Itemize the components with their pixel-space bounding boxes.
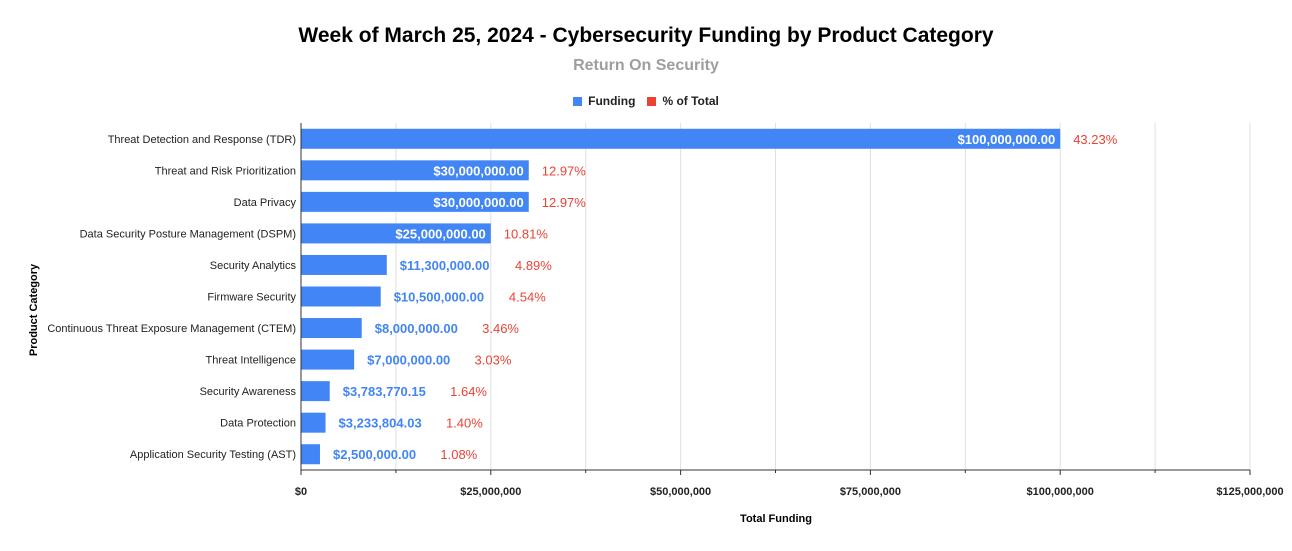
percent-label: 12.97% — [542, 195, 587, 210]
chart-title: Week of March 25, 2024 - Cybersecurity F… — [298, 24, 994, 47]
category-label: Continuous Threat Exposure Management (C… — [47, 323, 296, 335]
value-label: $25,000,000.00 — [395, 226, 485, 241]
bar — [301, 444, 320, 465]
percent-label: 1.64% — [450, 384, 487, 399]
legend-item-funding: Funding — [573, 94, 635, 108]
x-axis-label: Total Funding — [740, 513, 812, 525]
value-label: $11,300,000.00 — [400, 258, 490, 273]
category-label: Firmware Security — [207, 292, 296, 304]
x-tick-label: $50,000,000 — [650, 486, 711, 498]
bar — [301, 223, 491, 244]
value-label: $2,500,000.00 — [333, 447, 416, 462]
percent-label: 43.23% — [1073, 132, 1118, 147]
value-label: $10,500,000.00 — [394, 290, 484, 305]
chart-subtitle: Return On Security — [573, 57, 719, 74]
value-label: $3,233,804.03 — [339, 416, 422, 431]
bar — [301, 349, 355, 370]
percent-label: 10.81% — [504, 226, 549, 241]
bar — [301, 160, 529, 181]
percent-label: 12.97% — [542, 163, 587, 178]
category-label: Application Security Testing (AST) — [130, 449, 296, 461]
percent-label: 4.54% — [509, 290, 546, 305]
category-label: Security Analytics — [210, 260, 297, 272]
legend-label-funding: Funding — [588, 94, 636, 108]
bar — [301, 254, 387, 275]
y-axis-label: Product Category — [28, 263, 40, 357]
legend: Funding % of Total — [0, 94, 1292, 108]
bar — [301, 318, 362, 339]
category-label: Threat and Risk Prioritization — [155, 165, 296, 177]
percent-label: 1.08% — [440, 447, 477, 462]
category-label: Data Privacy — [234, 197, 297, 209]
x-tick-label: $100,000,000 — [1027, 486, 1094, 498]
category-label: Threat Intelligence — [206, 355, 297, 367]
bar — [301, 128, 1061, 149]
category-label: Security Awareness — [200, 386, 297, 398]
x-tick-label: $75,000,000 — [840, 486, 901, 498]
legend-label-percent: % of Total — [662, 94, 719, 108]
percent-label: 1.40% — [446, 416, 483, 431]
bar — [301, 412, 326, 433]
x-tick-label: $125,000,000 — [1216, 486, 1283, 498]
value-label: $7,000,000.00 — [367, 353, 450, 368]
value-label: $100,000,000.00 — [958, 132, 1056, 147]
legend-item-percent: % of Total — [647, 94, 719, 108]
x-tick-label: $25,000,000 — [460, 486, 521, 498]
bar — [301, 381, 330, 402]
percent-label: 3.03% — [475, 353, 512, 368]
value-label: $30,000,000.00 — [433, 163, 523, 178]
category-label: Data Protection — [220, 418, 296, 430]
bar — [301, 286, 381, 307]
bar — [301, 191, 529, 212]
legend-swatch-funding — [573, 96, 583, 106]
category-label: Threat Detection and Response (TDR) — [108, 134, 296, 146]
value-label: $3,783,770.15 — [343, 384, 426, 399]
x-tick-label: $0 — [295, 486, 307, 498]
value-label: $30,000,000.00 — [433, 195, 523, 210]
category-label: Data Security Posture Management (DSPM) — [80, 228, 296, 240]
percent-label: 4.89% — [515, 258, 552, 273]
legend-swatch-percent — [647, 96, 657, 106]
value-label: $8,000,000.00 — [375, 321, 458, 336]
percent-label: 3.46% — [482, 321, 519, 336]
